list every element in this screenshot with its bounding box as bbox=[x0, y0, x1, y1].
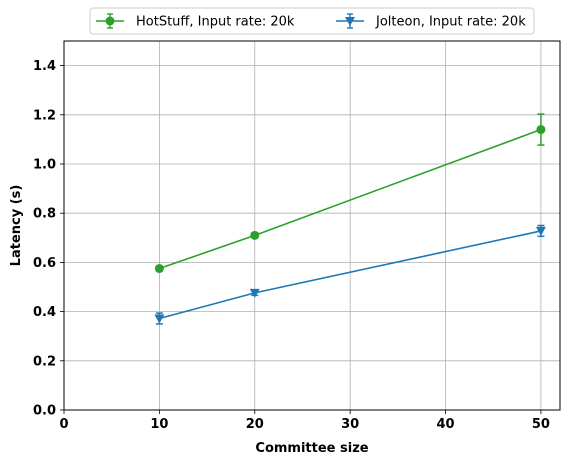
legend: HotStuff, Input rate: 20k Jolteon, Input … bbox=[89, 7, 535, 35]
data-point bbox=[536, 125, 546, 135]
axis-ticks: 0 10 20 30 40 50 0.0 0.2 0.4 0.6 0.8 1.0 1.2 1.4 bbox=[33, 59, 550, 432]
data-point bbox=[154, 314, 165, 324]
legend-item-0: HotStuff, Input rate: 20k bbox=[96, 13, 295, 30]
x-tick-label: 30 bbox=[341, 417, 359, 432]
data-point bbox=[535, 226, 546, 236]
y-tick-label: 0.8 bbox=[33, 207, 56, 222]
series-1 bbox=[154, 224, 546, 325]
x-axis-label: Committee size bbox=[255, 441, 368, 456]
legend-marker bbox=[345, 17, 355, 26]
legend-box bbox=[89, 7, 535, 35]
x-tick-label: 40 bbox=[436, 417, 454, 432]
series-layer bbox=[154, 113, 546, 325]
legend-marker bbox=[105, 16, 115, 26]
legend-item-1: Jolteon, Input rate: 20k bbox=[336, 13, 526, 30]
x-tick-label: 50 bbox=[532, 417, 550, 432]
y-axis-label: Latency (s) bbox=[9, 185, 24, 267]
plot-frame bbox=[63, 40, 561, 411]
series-0 bbox=[154, 113, 546, 274]
data-point bbox=[154, 264, 164, 274]
legend-label: HotStuff, Input rate: 20k bbox=[136, 15, 295, 30]
x-tick-label: 20 bbox=[246, 417, 264, 432]
y-tick-label: 1.4 bbox=[33, 59, 56, 74]
x-tick-label: 10 bbox=[150, 417, 168, 432]
y-tick-label: 1.2 bbox=[33, 108, 56, 123]
y-tick-label: 0.0 bbox=[33, 404, 56, 419]
y-tick-label: 1.0 bbox=[33, 158, 56, 173]
legend-label: Jolteon, Input rate: 20k bbox=[375, 15, 526, 30]
data-point bbox=[249, 288, 260, 298]
grid-lines bbox=[63, 41, 560, 411]
data-point bbox=[250, 230, 260, 240]
y-tick-label: 0.4 bbox=[33, 305, 56, 320]
y-tick-label: 0.2 bbox=[33, 354, 56, 369]
x-tick-label: 0 bbox=[59, 417, 68, 432]
y-tick-label: 0.6 bbox=[33, 256, 56, 271]
